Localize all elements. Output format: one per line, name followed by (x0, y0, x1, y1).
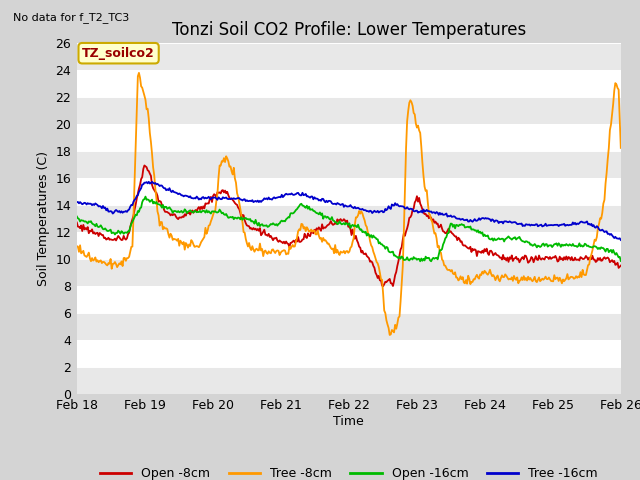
Bar (77, 97, 621, 124)
Bar (77, 151, 621, 178)
Bar (77, 259, 621, 286)
Bar (77, 43, 621, 70)
X-axis label: Time: Time (333, 415, 364, 428)
Y-axis label: Soil Temperatures (C): Soil Temperatures (C) (37, 151, 50, 286)
Bar (77, 205, 621, 232)
Bar (77, 367, 621, 394)
Text: TZ_soilco2: TZ_soilco2 (82, 47, 155, 60)
Bar (77, 313, 621, 340)
Text: No data for f_T2_TC3: No data for f_T2_TC3 (13, 12, 129, 23)
Title: Tonzi Soil CO2 Profile: Lower Temperatures: Tonzi Soil CO2 Profile: Lower Temperatur… (172, 21, 526, 39)
Legend: Open -8cm, Tree -8cm, Open -16cm, Tree -16cm: Open -8cm, Tree -8cm, Open -16cm, Tree -… (95, 462, 603, 480)
